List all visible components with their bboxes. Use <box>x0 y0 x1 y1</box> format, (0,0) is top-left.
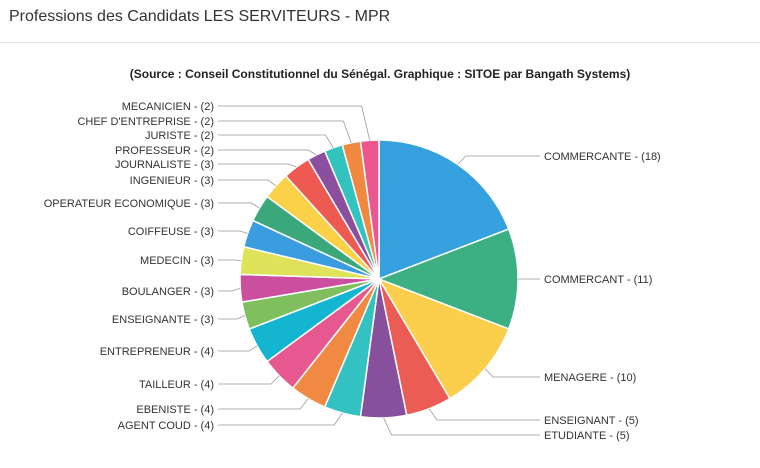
label-connector <box>428 408 540 421</box>
pie-slices <box>239 139 519 419</box>
slice-label: TAILLEUR - (4) <box>139 379 214 391</box>
slice-labels: COMMERCANTE - (18) COMMERCANT - (11) MENAG… <box>44 101 661 442</box>
label-connector <box>218 345 258 352</box>
chart-subtitle: (Source : Conseil Constitutionnel du Sén… <box>130 67 631 81</box>
slice-label: AGENT COUD - (4) <box>118 420 214 432</box>
label-connector <box>218 412 343 426</box>
slice-label: COMMERCANTE - (18) <box>544 151 661 163</box>
slice-label: ETUDIANTE - (5) <box>544 430 630 442</box>
slice-label: ENTREPRENEUR - (4) <box>100 346 214 358</box>
label-connector <box>218 287 241 292</box>
slice-label: INGENIEUR - (3) <box>130 175 214 187</box>
slice-label: BOULANGER - (3) <box>122 286 214 298</box>
label-connector <box>218 315 246 320</box>
pie-slice[interactable] <box>359 139 380 280</box>
slice-label: PROFESSEUR - (2) <box>115 145 214 157</box>
label-connector <box>218 375 280 385</box>
label-connectors <box>218 105 540 436</box>
page-title: Professions des Candidats LES SERVITEURS… <box>9 8 391 25</box>
pie-chart: (Source : Conseil Constitutionnel du Sén… <box>44 67 661 442</box>
label-connector <box>218 105 371 141</box>
slice-label: CHEF D'ENTREPRISE - (2) <box>77 116 214 128</box>
pie-slice[interactable] <box>376 228 519 330</box>
label-connector <box>218 134 334 148</box>
pie-slice[interactable] <box>378 139 510 281</box>
slice-label: MEDECIN - (3) <box>140 255 214 267</box>
slice-label: ENSEIGNANT - (5) <box>544 415 639 427</box>
chart-container: (Source : Conseil Constitutionnel du Sén… <box>0 43 760 467</box>
label-connector <box>218 230 248 234</box>
slice-label: JOURNALISTE - (3) <box>115 159 214 171</box>
slice-label: ENSEIGNANTE - (3) <box>112 314 214 326</box>
label-connector <box>218 179 277 187</box>
slice-label: MECANICIEN - (2) <box>122 101 214 113</box>
slice-label: COMMERCANT - (11) <box>544 274 652 286</box>
label-connector <box>218 120 352 143</box>
slice-label: OPERATEUR ECONOMIQUE - (3) <box>44 198 214 210</box>
label-connector <box>218 398 309 410</box>
slice-label: COIFFEUSE - (3) <box>128 226 214 238</box>
label-connector <box>484 368 540 378</box>
slice-label: EBENISTE - (4) <box>136 404 214 416</box>
label-connector <box>218 163 297 168</box>
label-connector <box>218 202 260 209</box>
slice-label: JURISTE - (2) <box>145 130 214 142</box>
slice-label: MENAGERE - (10) <box>544 372 636 384</box>
label-connector <box>383 417 540 436</box>
label-connector <box>457 155 540 165</box>
label-connector <box>218 149 317 156</box>
label-connector <box>218 259 242 261</box>
page-header: Professions des Candidats LES SERVITEURS… <box>0 0 760 43</box>
